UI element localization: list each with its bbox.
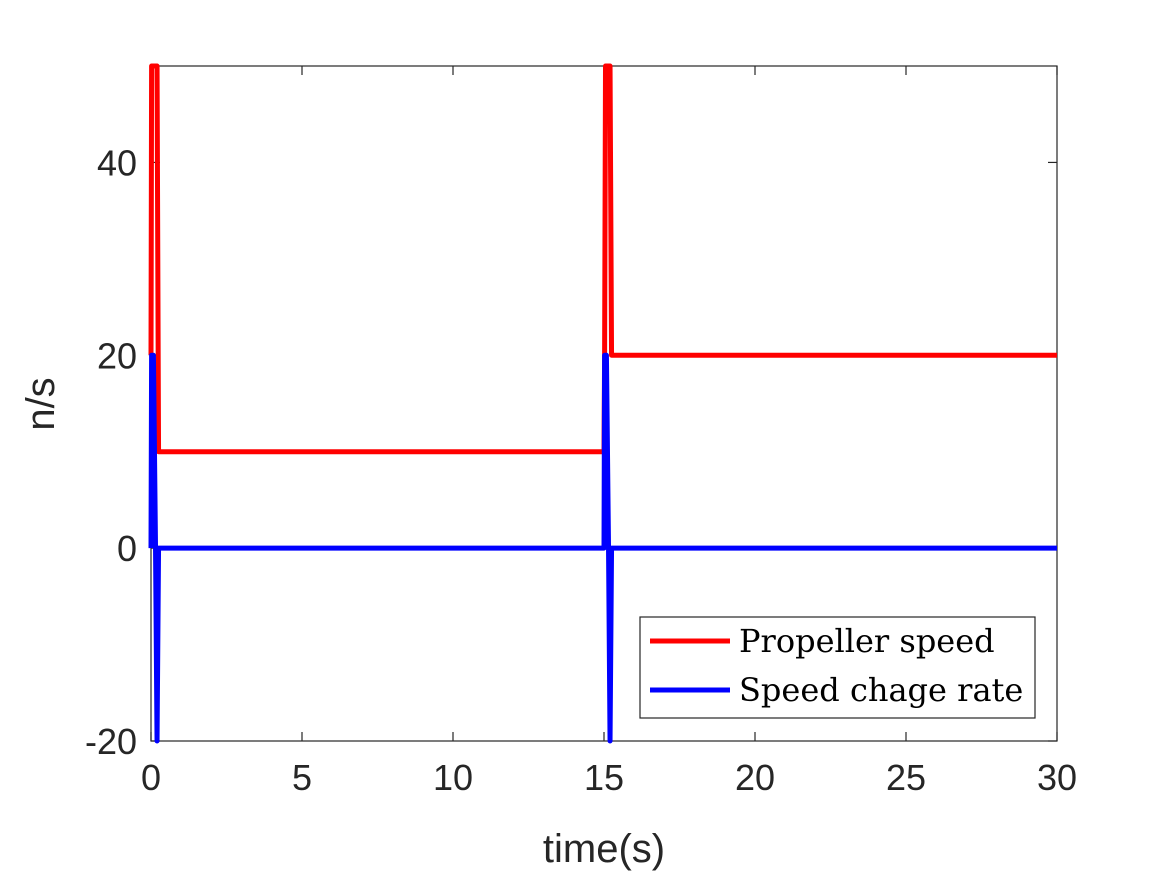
- y-axis-label: n/s: [19, 377, 63, 430]
- x-tick-label: 20: [735, 757, 775, 798]
- x-tick-label: 15: [584, 757, 624, 798]
- legend-box: [639, 616, 1036, 719]
- legend-label-speed-change-rate: Speed chage rate: [739, 671, 1023, 709]
- series-line-1: [148, 352, 1057, 744]
- series-group: [148, 63, 1057, 744]
- legend-label-propeller-speed: Propeller speed: [739, 622, 995, 660]
- y-tick-label: 40: [97, 142, 137, 183]
- x-axis-label: time(s): [543, 827, 665, 871]
- y-tick-label: 20: [97, 335, 137, 376]
- x-tick-label: 5: [292, 757, 312, 798]
- x-tick-label: 30: [1037, 757, 1077, 798]
- x-tick-label: 0: [141, 757, 161, 798]
- y-tick-label: -20: [85, 721, 137, 762]
- x-tick-label: 25: [886, 757, 926, 798]
- y-tick-label: 0: [117, 528, 137, 569]
- legend: Propeller speed Speed chage rate: [639, 616, 1036, 719]
- x-tick-label: 10: [433, 757, 473, 798]
